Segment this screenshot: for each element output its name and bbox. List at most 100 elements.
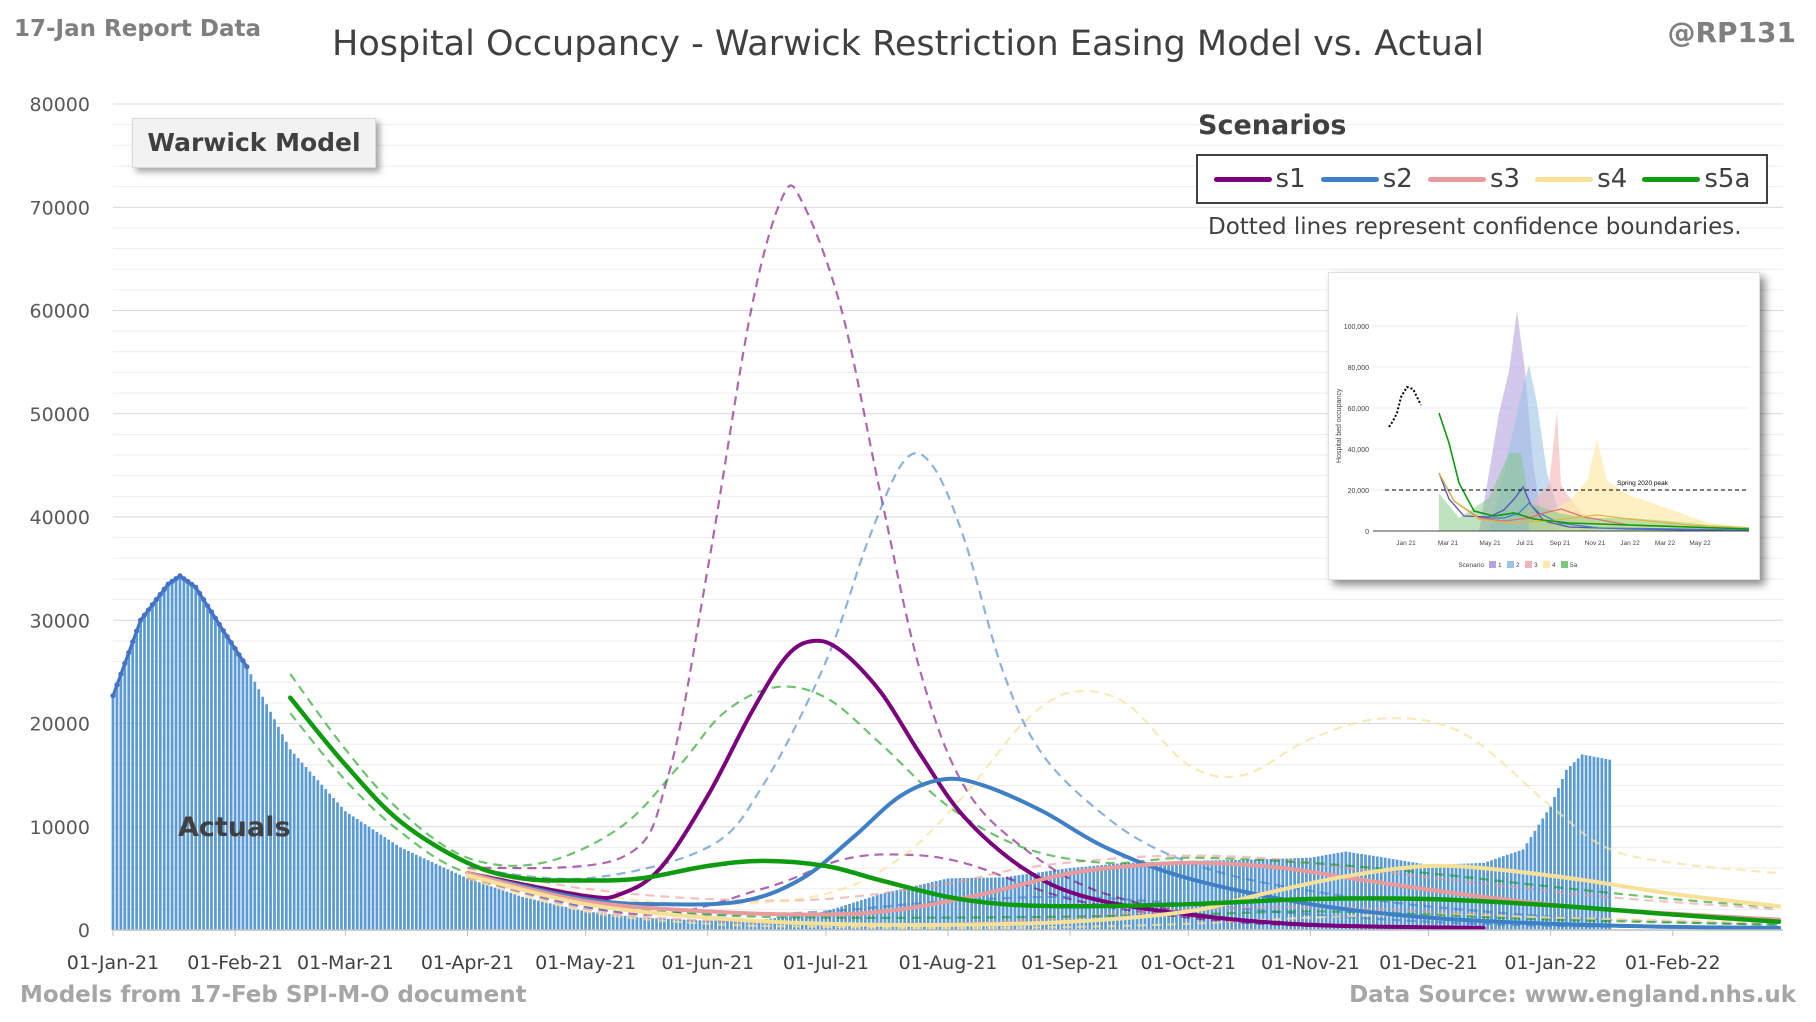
actuals-bar [1100,865,1103,930]
actuals-bar [1545,812,1549,930]
actuals-bar [603,913,607,930]
actuals-bar [292,753,296,930]
actuals-bar [525,897,528,930]
legend-item-s4: s4 [1535,164,1627,194]
inset-legend-label: 2 [1516,562,1520,569]
actuals-bar [304,767,308,930]
actuals-bar [249,674,253,930]
actuals-bar [273,719,276,930]
actuals-bar [517,895,521,930]
actuals-bar [387,839,391,930]
actuals-bar [115,684,119,930]
actuals-bar [131,641,135,930]
actuals-bar [521,896,525,930]
actuals-bar [556,905,560,930]
actuals-bar [1368,855,1371,930]
legend-swatch [1642,176,1701,182]
actuals-bar [607,914,611,930]
inset-x-tick: Nov 21 [1585,540,1606,547]
actuals-bar [418,856,422,930]
inset-legend-label: 4 [1552,562,1556,569]
actuals-bar [615,914,619,930]
actuals-bar [1312,857,1316,930]
actuals-bar [355,819,359,930]
actuals-bar [505,891,509,930]
actuals-bar [241,660,245,930]
actuals-bar [1568,766,1572,930]
actuals-bar [316,780,320,930]
actuals-point [130,639,136,645]
actuals-bar [151,604,154,930]
actuals-point [220,627,226,634]
actuals-bar [828,910,832,930]
actuals-bar [233,648,237,930]
actuals-point [153,597,159,603]
actuals-point [118,671,124,677]
legend-label: s3 [1489,164,1521,194]
actuals-bar [1340,852,1344,930]
actuals-bar [1332,853,1336,930]
x-tick-label: 01-Feb-21 [187,952,283,974]
actuals-bar [647,917,651,930]
x-tick-label: 01-Jun-21 [661,952,754,974]
actuals-bar [584,911,588,930]
actuals-point [114,682,120,688]
actuals-bar [182,578,186,930]
inset-x-tick: May 22 [1689,540,1711,547]
actuals-bar [1379,857,1383,930]
report-date: 17-Jan Report Data [14,16,262,42]
actuals-point [149,602,155,608]
actuals-bar [466,878,469,930]
actuals-bar [1218,860,1222,930]
actuals-bar [1305,857,1308,930]
actuals-bar [1171,861,1174,930]
actuals-bar [1521,849,1525,930]
actuals-bar [1167,861,1170,930]
actuals-bar [1021,874,1025,930]
footer-source-models: Models from 17-Feb SPI-M-O document [20,982,527,1008]
y-tick-label: 80000 [30,94,90,116]
actuals-bar [1564,769,1568,930]
inset-band-s4 [1529,439,1749,531]
actuals-bar [351,816,355,930]
actuals-bar [1025,874,1029,930]
actuals-bar [576,909,580,930]
actuals-bar [1383,857,1387,930]
actuals-bar [702,920,706,930]
x-tick-label: 01-Jan-21 [67,952,159,974]
actuals-bar [470,879,473,930]
actuals-bar [1391,859,1395,930]
actuals-bar [395,844,398,930]
inset-band-s5a [1439,453,1749,531]
actuals-bar [1604,758,1608,930]
actuals-bar [1576,758,1580,930]
legend-title: Scenarios [1198,110,1347,141]
actuals-bar [1517,850,1521,930]
actuals-point [177,573,183,579]
actuals-bar [682,919,686,930]
actuals-bar [1277,858,1281,930]
x-tick-label: 01-Feb-22 [1625,952,1721,974]
actuals-bar [1308,857,1312,930]
actuals-bar [1285,858,1289,930]
inset-line-s4 [1438,472,1750,529]
legend-label: s4 [1597,164,1628,194]
actuals-bar [1242,859,1245,930]
actuals-point [236,652,242,658]
actuals-bar [206,605,209,930]
actuals-bar [663,918,666,930]
actuals-bar [214,618,217,930]
actuals-bar [1163,861,1167,930]
actuals-bar [568,907,572,930]
actuals-bar [1041,871,1044,930]
actuals-bar [934,881,938,930]
actuals-bar [332,797,335,930]
actuals-bar [1588,755,1592,930]
actuals-point [157,591,163,598]
actuals-bar [123,663,127,930]
actuals-bar [1316,856,1320,930]
legend-swatch [1427,176,1486,182]
actuals-point [200,597,207,603]
actuals-bar [438,865,442,930]
actuals-bar [245,666,249,930]
